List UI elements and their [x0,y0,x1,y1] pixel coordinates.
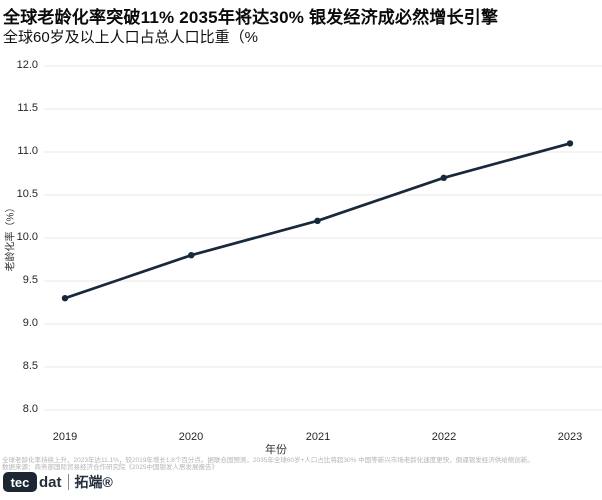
y-tick-label-10.0: 10.0 [16,231,38,243]
y-tick-label-8.0: 8.0 [22,403,38,415]
y-tick-label-9.5: 9.5 [22,274,38,286]
chart-title: 全球老龄化率突破11% 2035年将达30% 银发经济成必然增长引擎 [3,8,499,27]
logo-divider-line [67,474,69,490]
tecdat-logo: tec dat 拓端® [3,472,113,492]
tecdat-logo-badge: tec [3,472,37,492]
data-point-marker [566,140,574,147]
x-tick-label-2023: 2023 [557,431,583,443]
chart-subtitle: 全球60岁及以上人口占总人口比重（% [3,29,259,46]
x-tick-label-2022: 2022 [431,431,457,443]
x-tick-label-2020: 2020 [178,431,204,443]
y-tick-label-8.5: 8.5 [22,360,38,372]
data-points [61,140,574,302]
data-point-marker [61,295,69,302]
y-tick-label-11.0: 11.0 [17,145,38,157]
tecdat-logo-suffix: dat [39,473,62,491]
gridlines [44,65,602,411]
y-tick-label-10.5: 10.5 [16,188,38,200]
x-tick-label-2019: 2019 [52,431,78,443]
footnote-source: 数据来源：商务部国际贸易经济合作研究院《2025中国银发人居发展报告》 [2,464,218,471]
y-tick-label-12.0: 12.0 [16,59,38,71]
data-point-marker [314,217,321,224]
data-point-marker [440,174,447,181]
y-tick-label-9.0: 9.0 [22,317,38,329]
x-tick-label-2021: 2021 [305,431,331,443]
data-point-marker [188,252,195,259]
x-axis-label: 年份 [265,444,287,456]
y-tick-label-11.5: 11.5 [17,102,38,114]
footnote-analysis: 全球老龄化率持续上升，2023年达11.1%，较2019年增长1.8个百分点。据… [2,457,534,464]
brand-name: 拓端® [74,474,113,490]
